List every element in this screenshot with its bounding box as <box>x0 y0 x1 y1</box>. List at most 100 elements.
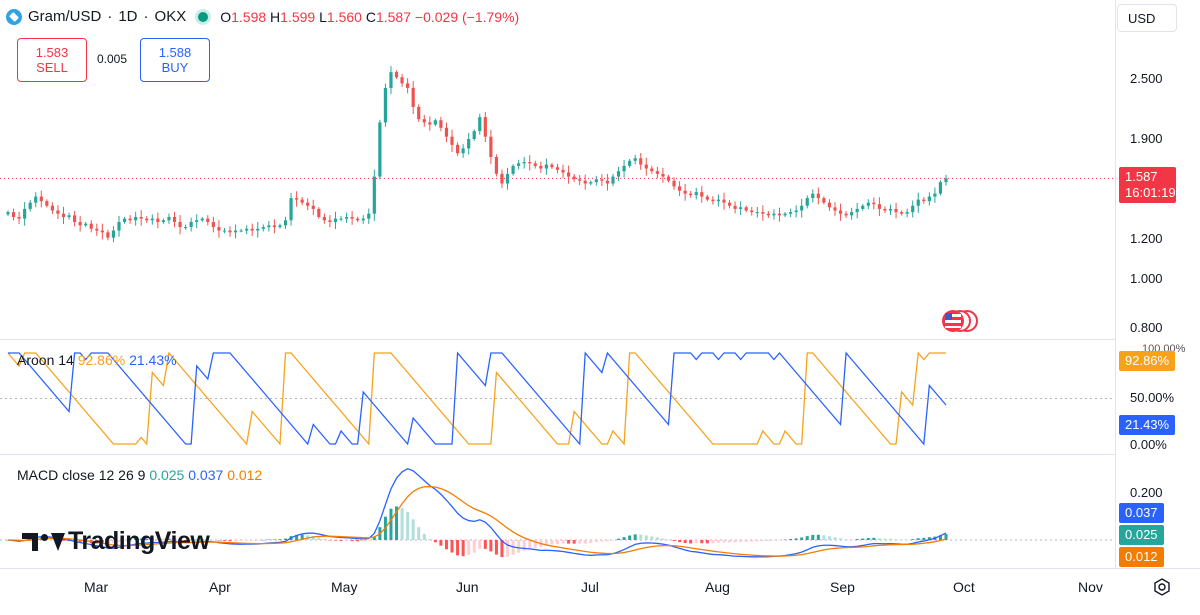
candle-body <box>733 205 737 209</box>
symbol-legend[interactable]: Gram/USD · 1D · OKX O1.598 H1.599 L1.560… <box>6 8 519 25</box>
candle-body <box>689 193 693 196</box>
macd-hist-bar <box>655 537 659 540</box>
candle-body <box>555 167 560 170</box>
sell-price: 1.583 <box>35 45 69 60</box>
candle-body <box>927 196 931 202</box>
macd-hist-bar <box>672 540 676 541</box>
candle-body <box>505 173 510 184</box>
macd-hist-bar <box>789 538 793 540</box>
candle-body <box>522 162 526 164</box>
macd-hist-bar <box>922 537 926 540</box>
macd-hist-bar <box>716 540 720 543</box>
aroon-zero-label: 0.00% <box>1130 437 1167 452</box>
macd-hist-bar <box>927 537 931 540</box>
candle-body <box>39 196 43 202</box>
macd-hist-bar <box>555 540 559 544</box>
sep-2: · <box>143 8 149 25</box>
candle-body <box>283 220 288 226</box>
candle-body <box>150 218 154 221</box>
macd-hist-bar <box>456 540 460 556</box>
candle-body <box>256 228 260 231</box>
settings-gear-icon[interactable] <box>1153 578 1171 596</box>
candle-body <box>777 213 782 216</box>
macd-hist-bar <box>317 537 321 540</box>
x-tick-Mar: Mar <box>84 579 109 595</box>
candle-body <box>855 208 859 213</box>
macd-hist-bar <box>178 539 182 541</box>
macd-hist-bar <box>322 539 326 540</box>
macd-hist-bar <box>517 540 521 553</box>
candle-body <box>389 72 393 88</box>
macd-hist-bar <box>661 538 665 540</box>
aroon-mid-label: 50.00% <box>1130 390 1175 405</box>
candle-body <box>189 221 193 228</box>
sep-1: · <box>107 8 113 25</box>
macd-hist-bar <box>650 536 654 540</box>
macd-hist-bar <box>234 540 238 542</box>
buy-button[interactable]: 1.588 BUY <box>140 38 210 82</box>
macd-hist-bar <box>544 540 548 546</box>
candle-body <box>261 227 265 229</box>
sell-button[interactable]: 1.583 SELL <box>17 38 87 82</box>
candle-body <box>716 199 721 202</box>
candle-body <box>239 230 243 232</box>
macd-hist-bar <box>222 540 226 541</box>
candle-body <box>472 131 476 139</box>
spread-value: 0.005 <box>97 52 128 66</box>
macd-hist-bar <box>561 540 565 544</box>
macd-hist-bar <box>173 538 177 540</box>
candle-body <box>616 171 621 177</box>
macd-hist-bar <box>167 538 171 540</box>
economic-events-icon[interactable] <box>942 310 982 334</box>
candle-body <box>73 215 77 222</box>
candle-body <box>827 202 832 208</box>
candle-body <box>772 213 776 216</box>
candle-body <box>494 156 499 174</box>
candle-body <box>583 180 587 184</box>
candle-body <box>816 193 820 199</box>
macd-hist-bar <box>272 539 276 540</box>
macd-hist-bar <box>422 533 426 540</box>
candle-body <box>28 202 32 209</box>
aroon-up-value: 92.86% <box>77 352 126 368</box>
candle-body <box>267 225 271 228</box>
y-tick-1.900: 1.900 <box>1130 131 1163 146</box>
candle-body <box>888 208 893 211</box>
currency-selector[interactable]: USD <box>1117 4 1177 32</box>
candle-body <box>56 210 60 214</box>
candle-body <box>383 87 388 123</box>
candle-body <box>450 136 454 145</box>
candle-body <box>167 216 171 221</box>
candle-body <box>566 172 571 177</box>
candle-body <box>339 218 343 220</box>
aroon-legend[interactable]: Aroon 14 92.86% 21.43% <box>17 352 177 368</box>
candle-body <box>145 218 149 221</box>
candle-body <box>899 212 904 214</box>
macd-hist-bar <box>483 540 487 549</box>
macd-hist-bar <box>744 540 748 542</box>
macd-legend[interactable]: MACD close 12 26 9 0.025 0.037 0.012 <box>17 467 262 483</box>
macd-hist-bar <box>777 540 781 541</box>
macd-hist-bar <box>211 539 215 541</box>
candle-body <box>333 218 338 222</box>
tradingview-logo[interactable]: TradingView <box>22 527 210 556</box>
macd-hist-bar <box>406 511 410 540</box>
macd-hist-bar <box>84 540 88 543</box>
candle-body <box>461 148 465 154</box>
candle-body <box>683 190 687 194</box>
macd-hist-bar <box>367 540 371 541</box>
macd-hist-bar <box>705 540 709 544</box>
candle-body <box>938 182 943 194</box>
macd-hist-bar <box>478 540 482 549</box>
candle-body <box>700 192 704 197</box>
candle-body <box>444 127 449 137</box>
candle-body <box>533 163 537 166</box>
macd-hist-bar <box>772 540 776 541</box>
candle-body <box>433 120 437 125</box>
candle-body <box>172 216 177 222</box>
candle-body <box>589 182 593 184</box>
macd-hist-bar <box>395 506 399 540</box>
macd-hist-bar <box>794 538 798 540</box>
candle-body <box>356 218 360 221</box>
